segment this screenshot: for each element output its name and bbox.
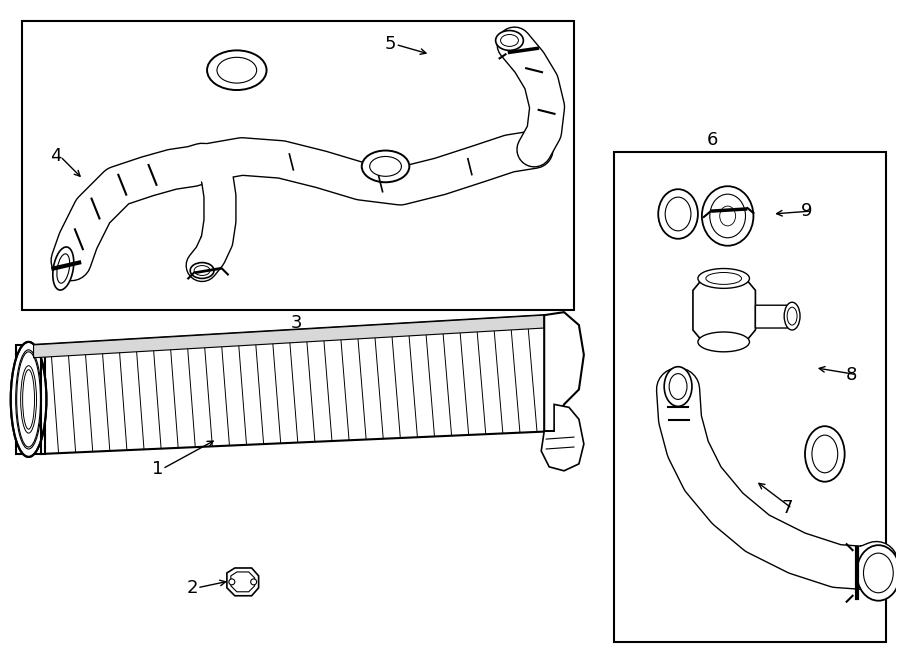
- Ellipse shape: [251, 579, 256, 585]
- Text: 9: 9: [801, 202, 813, 220]
- Text: 4: 4: [50, 147, 61, 165]
- Bar: [614, 151, 886, 642]
- Text: 1: 1: [152, 460, 163, 478]
- Polygon shape: [33, 315, 554, 454]
- Text: 3: 3: [291, 314, 302, 332]
- Ellipse shape: [664, 367, 692, 407]
- Ellipse shape: [11, 342, 47, 457]
- Text: 2: 2: [186, 579, 198, 597]
- Bar: [15, 345, 45, 454]
- Polygon shape: [541, 405, 584, 471]
- Text: 5: 5: [385, 36, 396, 54]
- Polygon shape: [755, 305, 792, 328]
- Ellipse shape: [53, 247, 74, 290]
- Text: 7: 7: [781, 500, 793, 518]
- Ellipse shape: [857, 545, 900, 601]
- Text: 8: 8: [846, 366, 858, 383]
- Ellipse shape: [698, 332, 750, 352]
- Ellipse shape: [229, 579, 235, 585]
- Ellipse shape: [698, 268, 750, 288]
- Ellipse shape: [190, 262, 214, 278]
- Ellipse shape: [805, 426, 845, 482]
- Text: 6: 6: [707, 131, 718, 149]
- Polygon shape: [544, 312, 584, 431]
- Ellipse shape: [702, 186, 753, 246]
- Ellipse shape: [362, 151, 410, 182]
- Ellipse shape: [496, 30, 524, 50]
- Bar: [22, 20, 574, 310]
- Polygon shape: [693, 272, 755, 342]
- Ellipse shape: [784, 302, 800, 330]
- Ellipse shape: [207, 50, 266, 90]
- Ellipse shape: [658, 189, 698, 239]
- Polygon shape: [227, 568, 258, 596]
- Polygon shape: [33, 315, 544, 358]
